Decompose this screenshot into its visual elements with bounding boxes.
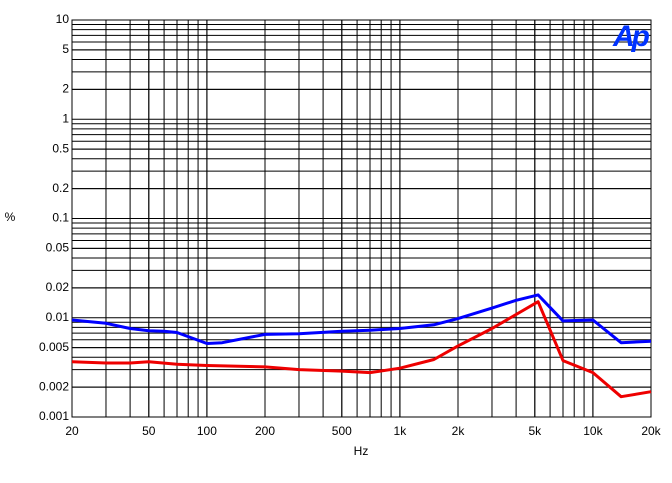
data-line: [71, 293, 652, 345]
x-tick-label: 20k: [641, 424, 661, 438]
logo: Ap: [612, 20, 650, 53]
y-tick-label: 0.1: [52, 211, 69, 225]
x-tick-label: 5k: [528, 424, 542, 438]
x-tick-label: 10k: [583, 424, 603, 438]
y-tick-label: 0.2: [52, 181, 69, 195]
x-tick-label: 500: [332, 424, 352, 438]
y-tick-label: 0.01: [46, 310, 70, 324]
y-tick-label: 0.05: [46, 241, 70, 255]
y-tick-label: 0.5: [52, 141, 69, 155]
x-tick-label: 2k: [452, 424, 466, 438]
data-line: [71, 300, 652, 399]
plot-border: [71, 19, 652, 418]
x-tick-label: 100: [197, 424, 217, 438]
y-tick-label: 10: [56, 12, 70, 26]
y-tick-label: 0.005: [39, 340, 69, 354]
y-tick-label: 1: [62, 111, 69, 125]
x-axis-label: Hz: [354, 444, 369, 458]
y-axis-label: %: [5, 210, 16, 224]
y-tick-label: 0.02: [46, 280, 70, 294]
y-tick-label: 5: [62, 42, 69, 56]
x-tick-label: 50: [142, 424, 156, 438]
x-tick-label: 20: [65, 424, 79, 438]
x-tick-label: 1k: [394, 424, 408, 438]
x-tick-label: 200: [255, 424, 275, 438]
y-tick-label: 0.001: [39, 409, 69, 423]
y-tick-label: 2: [62, 82, 69, 96]
y-tick-label: 0.002: [39, 379, 69, 393]
